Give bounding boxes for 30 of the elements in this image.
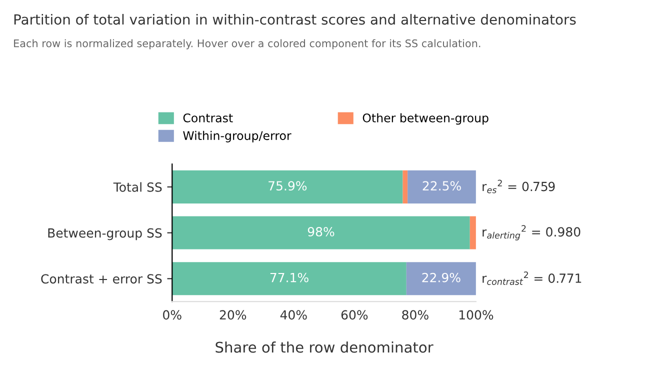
y-tick-label: Total SS [113,182,162,192]
x-tick-label: 40% [280,310,307,320]
legend-label: Within-group/error [183,130,292,142]
y-tick-label: Between-group SS [48,228,162,240]
x-tick-label: 80% [402,310,428,320]
bar [172,216,470,250]
text: r$_{es}$$^{2}$ = 0.759 [482,180,555,194]
data-label: 77.1% [270,272,308,282]
bar [406,262,476,296]
text: r$_{contrast}$$^{2}$ = 0.771 [482,272,582,285]
data-label: 98% [308,226,334,236]
y-tick-label: Contrast + error SS [41,274,162,284]
legend-label: Other between-group [362,113,488,125]
x-tick-label: 60% [341,310,368,320]
bar [172,262,406,296]
data-label: 75.9% [268,181,307,191]
bar [402,170,408,204]
bar [172,170,403,204]
x-axis-title: Share of the row denominator [216,341,434,353]
x-tick-label: 0% [163,310,182,320]
bar [470,216,476,250]
chart-title: Partition of total variation in within-contrast scores and alternative denominators [14,14,576,25]
x-tick-label: 100% [459,310,494,320]
data-label: 22.9% [422,272,460,282]
x-tick-label: 20% [220,310,246,320]
legend-label: Contrast [183,113,233,122]
data-label: 22.5% [422,181,461,191]
chart-subtitle: Each row is normalized separately. Hover over a colored component for its SS calculation. [14,39,480,50]
bar [408,170,476,204]
text: r$_{alerting}$$^{2}$ = 0.980 [482,225,580,240]
